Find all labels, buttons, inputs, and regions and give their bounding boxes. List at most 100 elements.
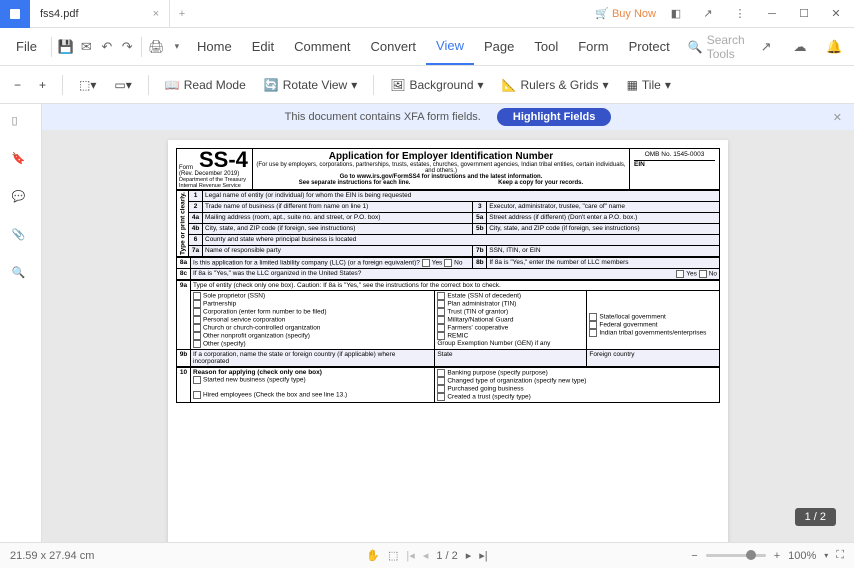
comment-tab[interactable]: Comment	[284, 29, 360, 65]
checkbox[interactable]	[193, 308, 201, 316]
file-menu[interactable]: File	[6, 29, 47, 65]
checkbox[interactable]	[437, 324, 445, 332]
checkbox[interactable]	[437, 308, 445, 316]
search-icon[interactable]: 🔍	[12, 266, 30, 284]
zoom-dropdown-icon[interactable]: ▾	[824, 551, 828, 560]
checkbox[interactable]	[437, 369, 445, 377]
rulers-grids-button[interactable]: 📐 Rulers & Grids ▾	[496, 70, 615, 100]
checkbox[interactable]	[422, 259, 430, 267]
rotate-view-button[interactable]: 🔄 Rotate View ▾	[258, 70, 363, 100]
redo-icon[interactable]: ↷	[117, 33, 137, 61]
checkbox[interactable]	[193, 391, 201, 399]
checkbox[interactable]	[676, 270, 684, 278]
line8c: If 8a is "Yes," was the LLC organized in…	[193, 270, 361, 277]
new-tab-button[interactable]: +	[170, 8, 194, 20]
checkbox[interactable]	[193, 316, 201, 324]
zoom-slider[interactable]	[706, 554, 766, 557]
checkbox[interactable]	[437, 292, 445, 300]
view-tab[interactable]: View	[426, 29, 474, 65]
document-tab[interactable]: fss4.pdf ×	[30, 0, 170, 28]
checkbox[interactable]	[589, 321, 597, 329]
zoom-in-status[interactable]: +	[774, 550, 780, 562]
background-button[interactable]: 🖼 Background ▾	[384, 70, 489, 100]
checkbox[interactable]	[437, 393, 445, 401]
checkbox[interactable]	[699, 270, 707, 278]
form-title: Application for Employer Identification …	[255, 151, 627, 162]
line6: County and state where principal busines…	[203, 234, 720, 245]
checkbox[interactable]	[589, 329, 597, 337]
edit-tab[interactable]: Edit	[242, 29, 284, 65]
attachments-icon[interactable]: 📎	[12, 228, 30, 246]
mail-icon[interactable]: ✉	[76, 33, 96, 61]
checkbox[interactable]	[193, 324, 201, 332]
home-tab[interactable]: Home	[187, 29, 242, 65]
checkbox[interactable]	[444, 259, 452, 267]
form-tab[interactable]: Form	[568, 29, 618, 65]
close-tab-icon[interactable]: ×	[153, 8, 159, 20]
tile-button[interactable]: ▦ Tile ▾	[621, 70, 677, 100]
print-dropdown-icon[interactable]: ▾	[167, 33, 187, 61]
read-mode-button[interactable]: 📖 Read Mode	[159, 70, 252, 100]
print-icon[interactable]: 🖨	[146, 33, 166, 61]
search-tools[interactable]: 🔍 Search Tools	[688, 33, 752, 61]
undo-icon[interactable]: ↶	[97, 33, 117, 61]
minimize-button[interactable]: ─	[760, 2, 784, 26]
checkbox[interactable]	[193, 340, 201, 348]
thumbnails-icon[interactable]: ▯	[12, 114, 30, 132]
pdf-page: Form SS-4 (Rev. December 2019) Departmen…	[168, 140, 728, 542]
checkbox[interactable]	[589, 313, 597, 321]
export-icon[interactable]: ↗	[696, 2, 720, 26]
highlight-fields-button[interactable]: Highlight Fields	[497, 108, 612, 126]
checkbox[interactable]	[437, 385, 445, 393]
close-button[interactable]: ✕	[824, 2, 848, 26]
protect-tab[interactable]: Protect	[619, 29, 680, 65]
checkbox[interactable]	[437, 377, 445, 385]
prev-page-button[interactable]: ◂	[423, 549, 429, 562]
convert-tab[interactable]: Convert	[361, 29, 427, 65]
zoom-out-button[interactable]: −	[8, 70, 27, 100]
hand-tool-icon[interactable]: ✋	[366, 549, 380, 562]
bell-icon[interactable]: 🔔	[820, 33, 848, 61]
buy-now-link[interactable]: 🛒 Buy Now	[595, 7, 656, 20]
fit-screen-icon[interactable]: ⛶	[836, 549, 844, 562]
bookmarks-icon[interactable]: 🔖	[12, 152, 30, 170]
page-tab[interactable]: Page	[474, 29, 524, 65]
next-page-button[interactable]: ▸	[466, 549, 472, 562]
checkbox[interactable]	[437, 316, 445, 324]
line3: Executor, administrator, trustee, "care …	[487, 201, 720, 212]
cloud-icon[interactable]: ☁	[786, 33, 814, 61]
form-sep: See separate instructions for each line.	[299, 180, 411, 186]
tool-tab[interactable]: Tool	[524, 29, 568, 65]
share-icon[interactable]: ↗	[752, 33, 780, 61]
select-tool-icon[interactable]: ⬚	[388, 549, 398, 562]
maximize-button[interactable]: ☐	[792, 2, 816, 26]
checkbox[interactable]	[437, 300, 445, 308]
line7a: Name of responsible party	[203, 245, 473, 256]
divider	[141, 37, 142, 57]
zoom-out-status[interactable]: −	[691, 550, 697, 562]
checkbox[interactable]	[193, 376, 201, 384]
xfa-close-icon[interactable]: ✕	[833, 111, 842, 124]
fit-page-button[interactable]: ▭▾	[108, 70, 137, 100]
comments-icon[interactable]: 💬	[12, 190, 30, 208]
xfa-banner: This document contains XFA form fields. …	[42, 104, 854, 130]
checkbox[interactable]	[193, 300, 201, 308]
zoom-in-button[interactable]: +	[33, 70, 52, 100]
line5b: City, state, and ZIP code (if foreign, s…	[487, 223, 720, 234]
divider	[148, 75, 149, 95]
last-page-button[interactable]: ▸|	[479, 549, 487, 562]
more-icon[interactable]: ⋮	[728, 2, 752, 26]
fit-width-button[interactable]: ⬚▾	[73, 70, 102, 100]
save-icon[interactable]: 💾	[56, 33, 76, 61]
form-irs: Internal Revenue Service	[177, 183, 252, 189]
checkbox[interactable]	[437, 332, 445, 340]
checkbox[interactable]	[193, 332, 201, 340]
first-page-button[interactable]: |◂	[406, 549, 414, 562]
line8b: If 8a is "Yes," enter the number of LLC …	[487, 257, 720, 268]
checkbox[interactable]	[193, 292, 201, 300]
line1: Legal name of entity (or individual) for…	[203, 191, 720, 202]
state-col: State	[435, 349, 587, 366]
tab-title: fss4.pdf	[40, 8, 79, 20]
zoom-level[interactable]: 100%	[788, 550, 816, 562]
notification-icon[interactable]: ◧	[664, 2, 688, 26]
